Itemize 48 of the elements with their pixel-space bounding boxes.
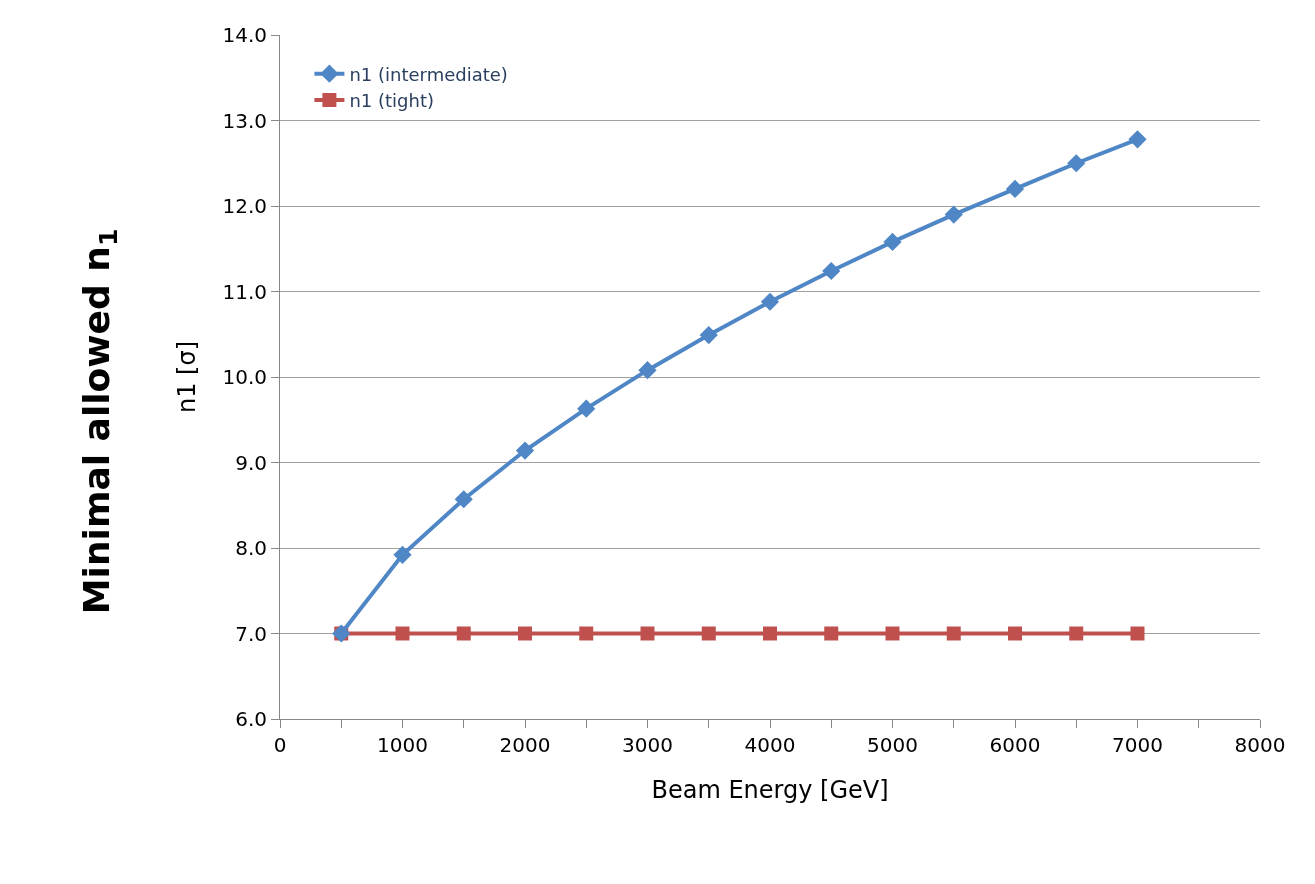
x-tick-label: 0 (273, 733, 287, 757)
point (395, 626, 410, 641)
point (1069, 626, 1084, 641)
x-tick-label: 7000 (1112, 733, 1163, 757)
y-tick-label: 6.0 (235, 707, 267, 731)
y-tick-label: 13.0 (222, 108, 267, 133)
y-tick-label: 9.0 (235, 450, 267, 475)
x-tick-label: 4000 (744, 733, 796, 757)
point (763, 626, 777, 641)
point (944, 205, 963, 224)
y-tick-label: 10.0 (222, 365, 267, 389)
point (640, 626, 655, 641)
point (518, 626, 532, 641)
point (515, 441, 535, 460)
x-tick-label: 8000 (1234, 733, 1286, 757)
point (1128, 130, 1147, 149)
y-tick-label: 14.0 (222, 23, 267, 47)
legend-label: n1 (tight) (349, 90, 434, 112)
point (577, 399, 596, 418)
point (760, 292, 780, 311)
y-axis-title: n1 [σ] (172, 340, 201, 414)
point (579, 626, 594, 641)
x-tick-label: 3000 (622, 733, 673, 757)
point (454, 490, 473, 509)
point (456, 626, 471, 641)
x-axis-title: Beam Energy [GeV] (651, 776, 889, 805)
x-tick-label: 2000 (499, 733, 551, 757)
point (885, 626, 900, 641)
x-tick-label: 5000 (867, 733, 918, 757)
point (638, 361, 657, 380)
y-tick-label: 12.0 (222, 194, 267, 218)
point (393, 545, 412, 564)
y-tick-label: 11.0 (222, 279, 267, 304)
point (824, 626, 839, 641)
point (822, 261, 841, 281)
point (1067, 154, 1086, 173)
x-tick-label: 1000 (377, 733, 428, 757)
point (699, 326, 718, 345)
y-tick-label: 7.0 (235, 621, 267, 646)
point (701, 626, 716, 641)
point (946, 626, 961, 641)
point (1005, 179, 1025, 198)
x-tick-label: 6000 (989, 733, 1041, 757)
point (883, 232, 902, 252)
legend-label: n1 (intermediate) (349, 63, 508, 85)
y-tick-label: 8.0 (235, 536, 267, 560)
point (1130, 626, 1145, 641)
point (1008, 626, 1022, 641)
